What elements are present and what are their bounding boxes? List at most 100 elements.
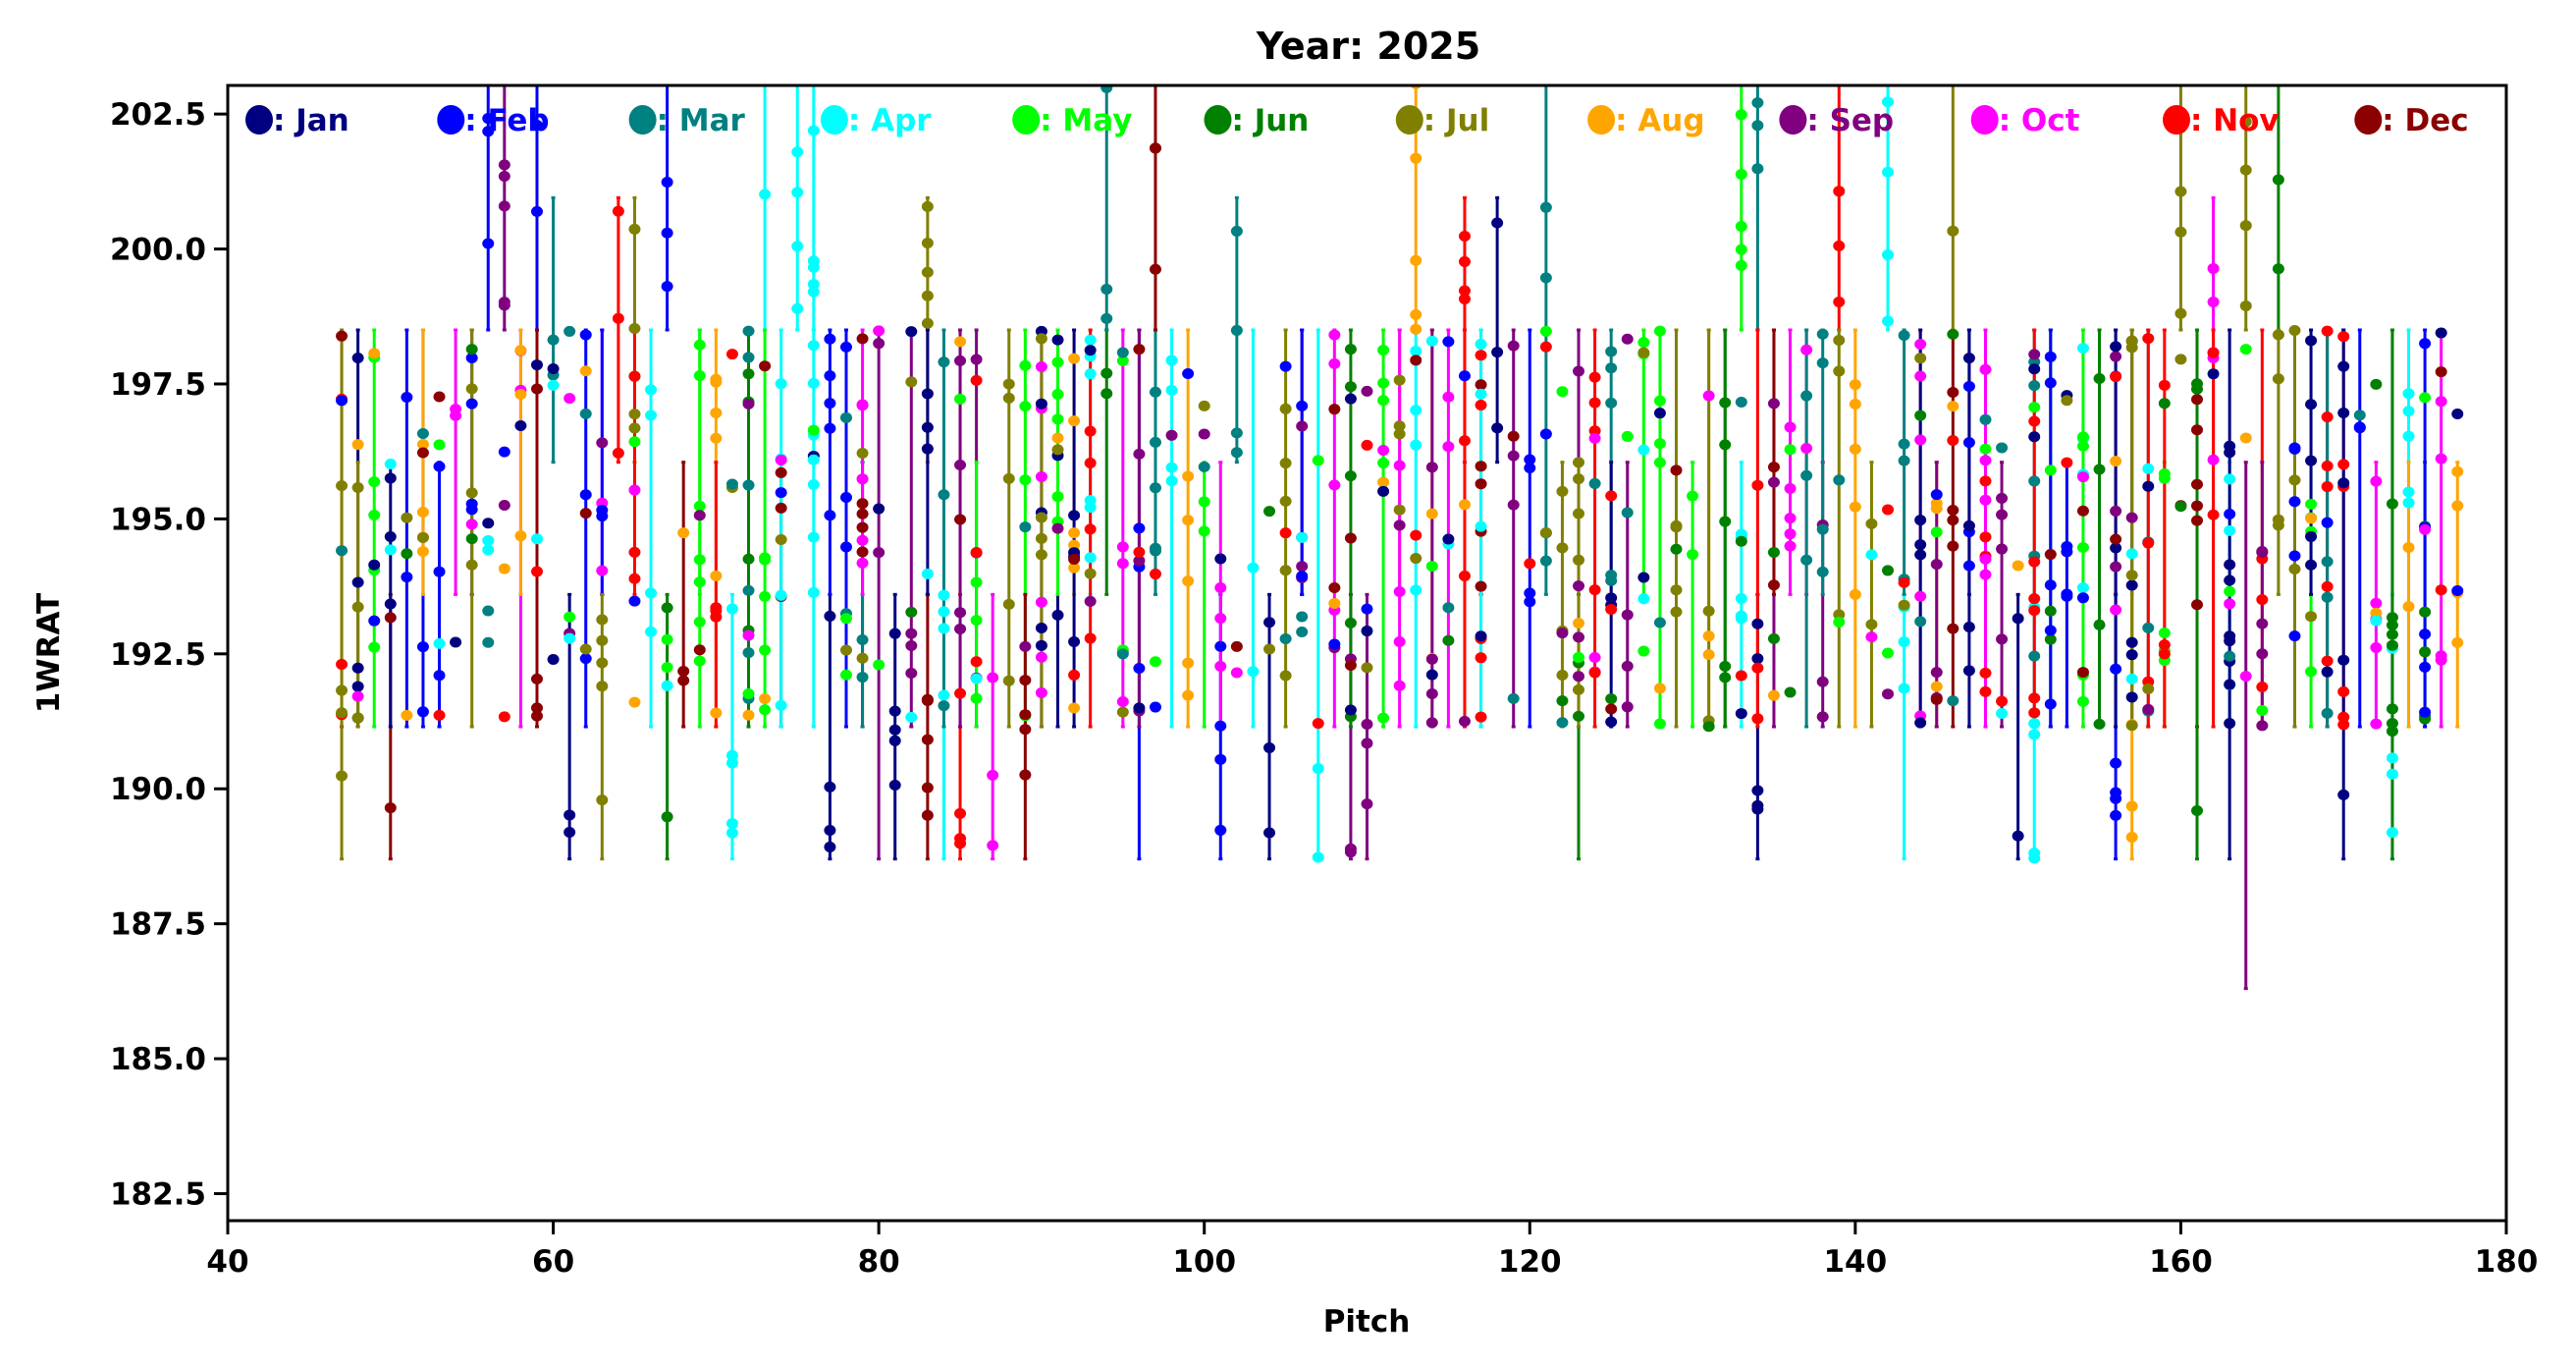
data-point <box>1296 420 1309 432</box>
data-point <box>2337 711 2350 723</box>
data-point <box>2256 618 2269 629</box>
data-point <box>1524 462 1536 473</box>
data-point <box>1458 231 1471 243</box>
data-point <box>1377 712 1390 724</box>
data-point <box>1100 85 1113 93</box>
data-point <box>2419 392 2432 404</box>
data-point <box>677 675 690 686</box>
data-point <box>1475 350 1487 361</box>
data-point <box>1507 450 1520 462</box>
data-point <box>1393 585 1406 597</box>
data-point <box>2125 673 2138 684</box>
data-point <box>2110 341 2122 353</box>
legend-marker-icon <box>1012 105 1041 135</box>
data-point <box>807 586 820 598</box>
data-point <box>2224 650 2236 662</box>
data-point <box>1425 688 1438 700</box>
data-marks <box>336 85 2464 991</box>
data-point <box>1637 347 1650 358</box>
data-point <box>1947 540 1959 552</box>
data-point <box>905 628 918 639</box>
data-point <box>1149 263 1161 275</box>
data-point <box>970 576 983 588</box>
data-point <box>2321 517 2334 528</box>
data-point <box>351 353 364 364</box>
data-point <box>1816 357 1829 369</box>
data-point <box>1475 379 1487 391</box>
data-point <box>2110 371 2122 383</box>
data-point <box>1051 356 1064 368</box>
data-point <box>1133 546 1146 558</box>
data-point <box>2158 628 2171 639</box>
y-tick-label: 197.5 <box>110 367 206 403</box>
data-point <box>938 356 950 368</box>
data-point <box>1068 669 1081 681</box>
data-point <box>1670 464 1683 476</box>
data-point <box>1930 503 1943 515</box>
data-point <box>1328 357 1341 369</box>
data-point <box>401 572 413 583</box>
data-point <box>2256 648 2269 660</box>
data-point <box>1491 347 1504 358</box>
data-point <box>791 302 804 314</box>
data-point <box>759 189 772 200</box>
data-point <box>482 238 495 249</box>
data-point <box>2142 333 2155 345</box>
data-point <box>2256 704 2269 716</box>
legend-label: : Aug <box>1615 103 1704 138</box>
data-point <box>824 825 836 837</box>
data-point <box>1735 168 1747 180</box>
data-point <box>2110 663 2122 675</box>
data-point <box>2110 542 2122 554</box>
data-point <box>2402 486 2415 498</box>
data-point <box>2305 666 2318 678</box>
data-point <box>564 325 576 337</box>
legend-marker-icon <box>1395 105 1423 135</box>
data-point <box>1979 667 1992 679</box>
data-point <box>1084 595 1097 607</box>
data-point <box>1475 580 1487 592</box>
data-point <box>351 712 364 724</box>
data-point <box>1882 249 1895 261</box>
data-point <box>2125 548 2138 560</box>
data-point <box>1735 670 1747 682</box>
data-point <box>1214 660 1227 672</box>
data-point <box>1165 475 1178 487</box>
data-point <box>1751 163 1764 175</box>
data-point <box>710 602 723 614</box>
data-point <box>1377 485 1390 497</box>
data-point <box>1393 420 1406 432</box>
data-point <box>2337 477 2350 489</box>
data-point <box>856 521 869 533</box>
data-point <box>2321 580 2334 592</box>
data-point <box>1425 717 1438 729</box>
x-tick-label: 180 <box>2475 1244 2539 1280</box>
y-tick-label: 182.5 <box>110 1177 206 1213</box>
data-point <box>938 589 950 601</box>
data-point <box>742 398 755 410</box>
data-point <box>2207 454 2220 465</box>
data-point <box>1653 325 1666 337</box>
data-point <box>1573 618 1585 629</box>
data-point <box>1702 721 1715 733</box>
data-point <box>1588 667 1601 679</box>
data-point <box>873 325 886 337</box>
data-point <box>1767 546 1780 558</box>
data-point <box>710 407 723 418</box>
data-point <box>1361 738 1373 749</box>
data-point <box>1263 643 1276 655</box>
data-point <box>1670 606 1683 618</box>
data-point <box>1377 345 1390 356</box>
data-point <box>1035 512 1047 523</box>
data-point <box>1425 561 1438 573</box>
legend-entry: : Sep <box>1779 103 1894 138</box>
data-point <box>465 533 478 545</box>
data-point <box>596 794 609 806</box>
data-point <box>1149 701 1161 713</box>
data-point <box>1458 571 1471 582</box>
data-point <box>2224 473 2236 485</box>
data-point <box>2044 605 2057 617</box>
data-point <box>2288 496 2301 508</box>
data-point <box>530 673 543 684</box>
data-point <box>2061 541 2073 553</box>
